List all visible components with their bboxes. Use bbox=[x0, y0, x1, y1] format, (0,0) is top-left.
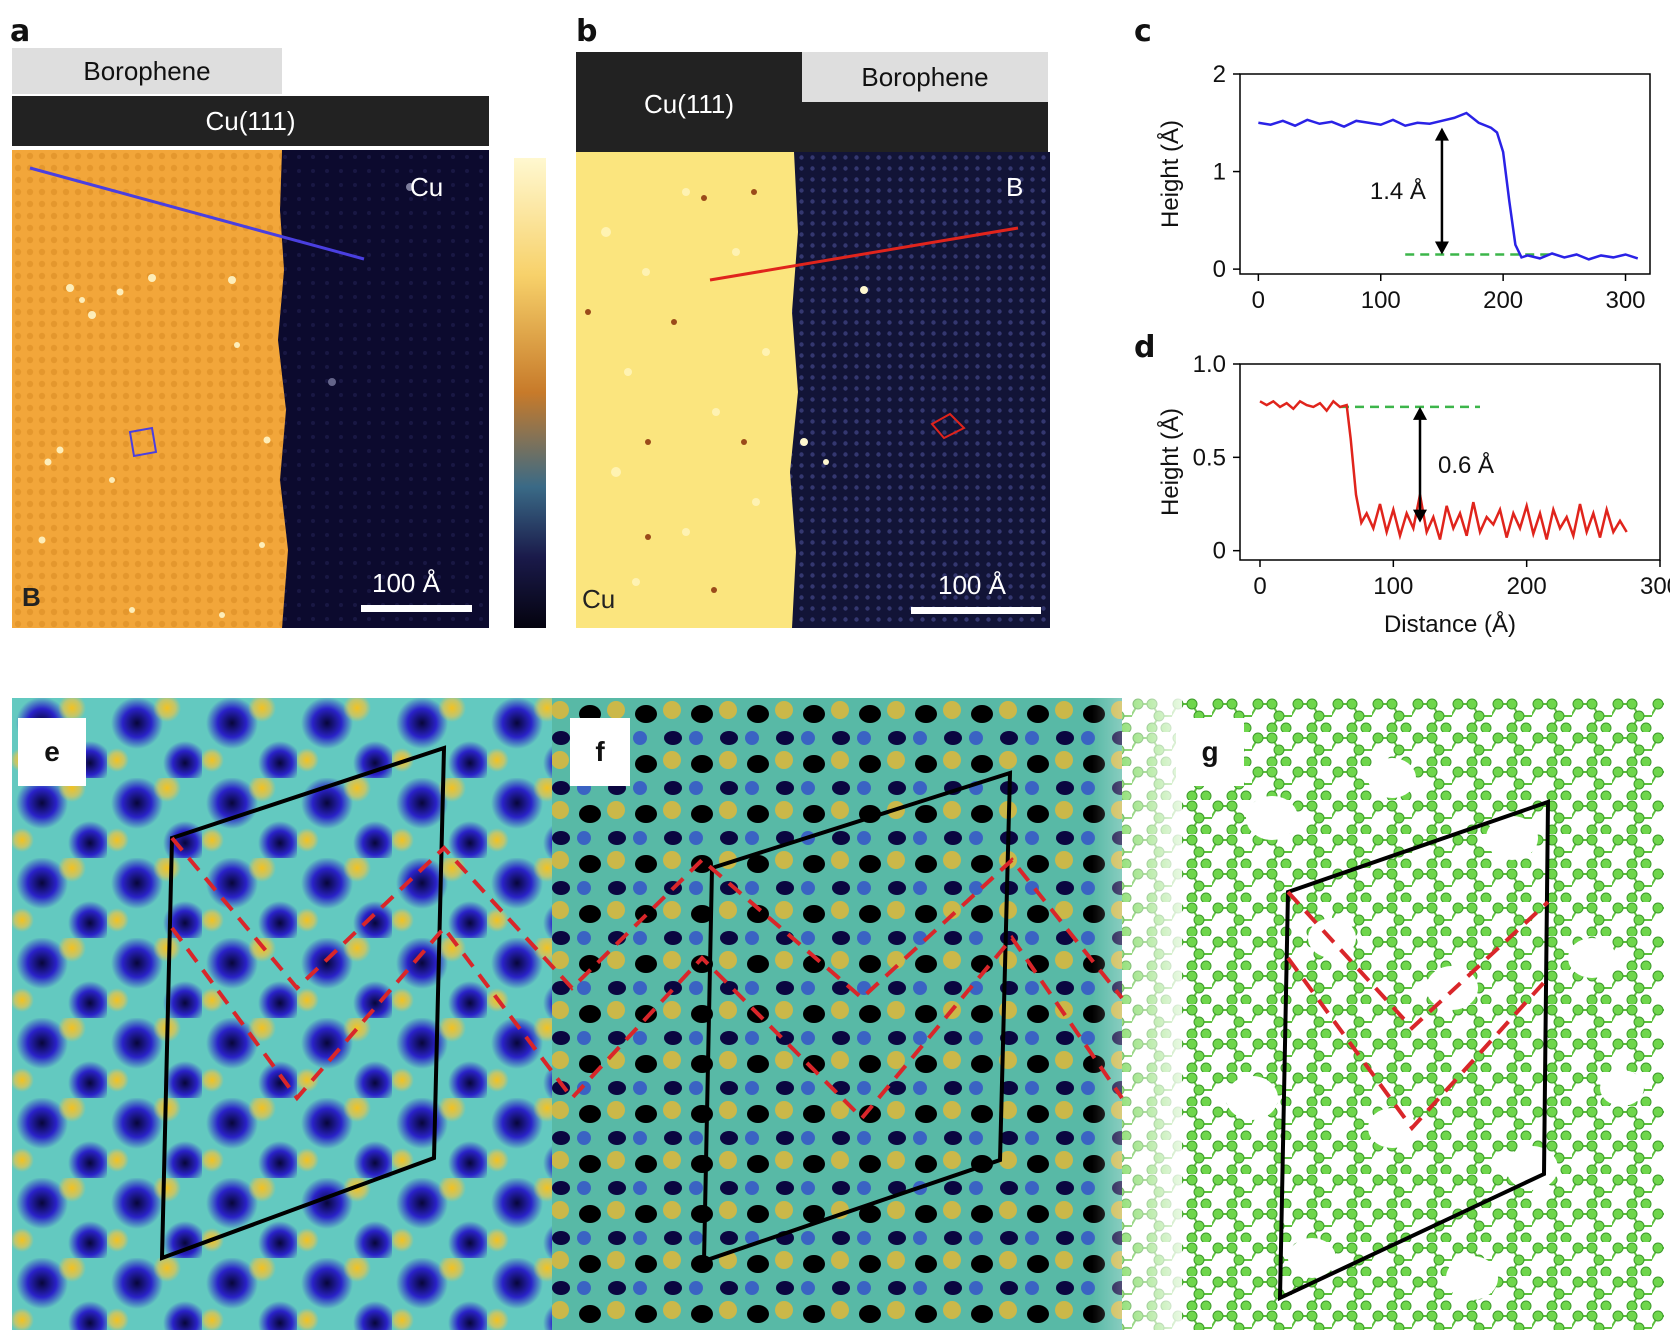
panel-b-b-label: B bbox=[1006, 172, 1024, 202]
c-x-tick-label: 200 bbox=[1483, 287, 1523, 314]
panel-a-stm-image bbox=[12, 150, 489, 628]
panel-a-scale-label: 100 Å bbox=[372, 568, 440, 598]
d-x-axis-label: Distance (Å) bbox=[1384, 610, 1516, 638]
d-arrow-head-top bbox=[1413, 406, 1427, 420]
panel-a-b-label: B bbox=[22, 582, 41, 612]
d-y-axis-label: Height (Å) bbox=[1156, 408, 1184, 516]
c-y-tick-label: 0 bbox=[1213, 256, 1226, 283]
panel-b-scale-bar bbox=[911, 607, 1041, 614]
c-y-axis-label: Height (Å) bbox=[1156, 120, 1184, 228]
panel-a-borophene-bar: Borophene bbox=[12, 48, 282, 94]
c-arrow-head-top bbox=[1434, 127, 1449, 141]
panel-a-unit-cell bbox=[128, 426, 158, 458]
d-series-profile-b bbox=[1259, 399, 1628, 541]
d-x-tick-label: 100 bbox=[1373, 573, 1413, 600]
panel-b-borophene-bar: Borophene bbox=[802, 52, 1048, 102]
panel-b-stm-image bbox=[576, 152, 1050, 628]
c-x-tick-label: 0 bbox=[1252, 287, 1265, 314]
panel-d-label: d bbox=[1134, 330, 1156, 365]
chart-c: 0 100 200 300 0 1 2 Height (Å) 1.4 Å bbox=[1156, 61, 1651, 314]
panel-e-label: e bbox=[18, 718, 86, 786]
d-x-tick-label: 200 bbox=[1507, 573, 1547, 600]
c-plot-frame bbox=[1239, 73, 1651, 275]
panel-b-cu-region bbox=[576, 152, 798, 628]
panel-a-label: a bbox=[10, 14, 31, 49]
zigzag-lines bbox=[170, 836, 1550, 1132]
panel-a-cu-label: Cu bbox=[410, 172, 444, 202]
colorbar bbox=[514, 158, 546, 628]
panel-f-label: f bbox=[570, 718, 630, 786]
panel-a-profile-line bbox=[29, 166, 365, 261]
c-arrow-head-bottom bbox=[1434, 241, 1449, 255]
d-plot-frame bbox=[1239, 363, 1661, 561]
panel-b-profile-line bbox=[709, 226, 1019, 282]
panel-a-scale-bar bbox=[361, 605, 472, 612]
c-annotation-label: 1.4 Å bbox=[1370, 177, 1426, 205]
panel-b-scale-label: 100 Å bbox=[938, 570, 1006, 600]
panel-b-cu111-bar: Cu(111) bbox=[576, 52, 802, 152]
d-y-tick-label: 1.0 bbox=[1193, 351, 1226, 378]
panels-efg-image bbox=[12, 698, 1664, 1330]
c-x-tick-label: 100 bbox=[1361, 287, 1401, 314]
panel-g-label: g bbox=[1176, 718, 1244, 786]
panel-a-cu111-bar: Cu(111) bbox=[12, 96, 489, 146]
c-y-tick-label: 1 bbox=[1213, 159, 1226, 186]
panel-c-label: c bbox=[1134, 14, 1152, 49]
panel-f-unit-cell bbox=[701, 770, 1013, 1264]
d-y-tick-label: 0 bbox=[1213, 538, 1226, 565]
d-x-tick-label: 300 bbox=[1640, 573, 1670, 600]
d-annotation-label: 0.6 Å bbox=[1438, 451, 1494, 479]
d-y-tick-label: 0.5 bbox=[1193, 444, 1226, 471]
unit-cell-outlines bbox=[159, 745, 1551, 1302]
d-arrow-head-bottom bbox=[1413, 509, 1427, 523]
c-x-tick-label: 300 bbox=[1605, 287, 1645, 314]
panel-g-unit-cell bbox=[1277, 799, 1551, 1302]
panel-b-dark-bar-extension bbox=[802, 102, 1048, 152]
panel-b-cu-label: Cu bbox=[582, 584, 616, 614]
panel-b-unit-cell bbox=[930, 412, 966, 440]
chart-d: 0 100 200 300 0 0.5 1.0 Height (Å) Distance (Å) 0… bbox=[1156, 351, 1670, 638]
d-x-tick-label: 0 bbox=[1253, 573, 1266, 600]
panel-e-unit-cell bbox=[159, 745, 447, 1261]
panel-b-label: b bbox=[576, 14, 598, 49]
c-series-profile-a bbox=[1258, 111, 1639, 261]
c-y-tick-label: 2 bbox=[1213, 61, 1226, 88]
